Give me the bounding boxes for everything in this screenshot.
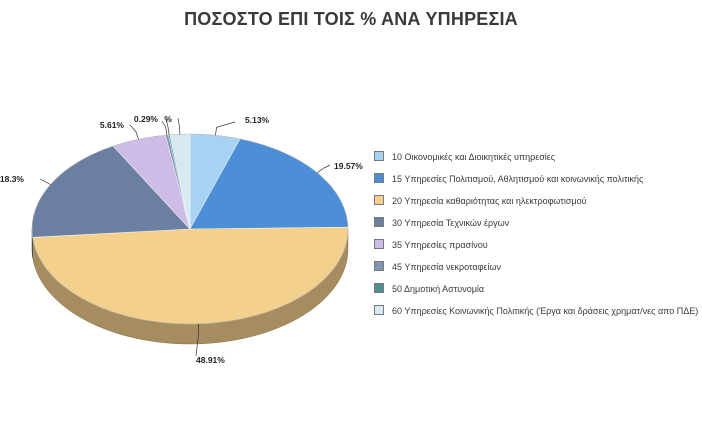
legend-item: 60 Υπηρεσίες Κοινωνικής Πολιτικής (Έργα … (374, 304, 700, 326)
legend-swatch (374, 217, 384, 227)
leader-line-6 (165, 118, 170, 135)
pie-outline (31, 133, 349, 325)
legend-label: 45 Υπηρεσία νεκροταφείων (392, 262, 501, 272)
data-label-2: 48.91% (196, 355, 225, 365)
leader-line-3 (39, 178, 51, 185)
legend-item: 10 Οικονομικές και Διοικητικές υπηρεσίες (374, 150, 700, 172)
legend-swatch (374, 283, 384, 293)
legend-item: 20 Υπηρεσία καθαριότητας και ηλεκτροφωτι… (374, 194, 700, 216)
data-label-1: 19.57% (334, 161, 363, 171)
chart-title: ΠΟΣΟΣΤΟ ΕΠΙ ΤΟΙΣ % ΑΝΑ ΥΠΗΡΕΣΙΑ (184, 9, 518, 29)
legend-item: 50 Δημοτική Αστυνομία (374, 282, 700, 304)
legend-label: 60 Υπηρεσίες Κοινωνικής Πολιτικής (Έργα … (392, 306, 699, 316)
legend-swatch (374, 151, 384, 161)
legend-swatch (374, 261, 384, 271)
legend-label: 30 Υπηρεσία Τεχνικών έργων (392, 218, 510, 228)
pie-top-face (31, 133, 349, 325)
legend-item: 45 Υπηρεσία νεκροταφείων (374, 260, 700, 282)
pie-data-labels: 5.13% 19.57% 48.91% 18.3% 5.61% 0.29%% (0, 114, 363, 365)
legend-label: 20 Υπηρεσία καθαριότητας και ηλεκτροφωτι… (392, 196, 587, 206)
legend-label: 10 Οικονομικές και Διοικητικές υπηρεσίες (392, 152, 556, 162)
legend-swatch (374, 173, 384, 183)
leader-line-2 (195, 323, 200, 357)
leader-line-5 (161, 120, 168, 136)
data-label-5: 0.29% (134, 114, 159, 124)
legend-swatch (374, 195, 384, 205)
data-label-6: % (164, 114, 172, 124)
leader-line-0 (215, 121, 236, 136)
data-label-4: 5.61% (100, 120, 125, 130)
legend-swatch (374, 239, 384, 249)
legend-swatch (374, 305, 384, 315)
legend-label: 15 Υπηρεσίες Πολιτισμού, Αθλητισμού και … (392, 174, 644, 184)
leader-line-7 (177, 117, 181, 135)
leader-line-4 (129, 124, 139, 140)
legend-label: 35 Υπηρεσίες πρασίνου (392, 240, 488, 250)
data-label-3: 18.3% (0, 174, 24, 184)
legend-item: 15 Υπηρεσίες Πολιτισμού, Αθλητισμού και … (374, 172, 700, 194)
chart-legend: 10 Οικονομικές και Διοικητικές υπηρεσίες… (374, 150, 700, 326)
legend-label: 50 Δημοτική Αστυνομία (392, 284, 485, 294)
leader-line-1 (317, 164, 331, 174)
legend-item: 35 Υπηρεσίες πρασίνου (374, 238, 700, 260)
data-label-0: 5.13% (245, 115, 270, 125)
legend-item: 30 Υπηρεσία Τεχνικών έργων (374, 216, 700, 238)
